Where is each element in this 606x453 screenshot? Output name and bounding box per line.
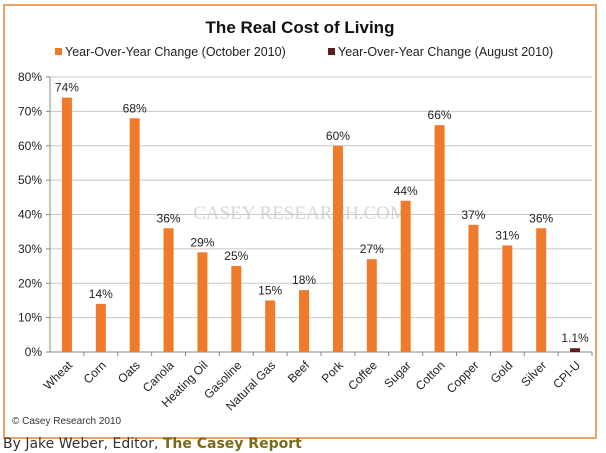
x-tick-label: Silver xyxy=(518,358,549,389)
bar-gasoline xyxy=(231,266,242,352)
data-label: 27% xyxy=(360,242,384,256)
watermark: CASEY RESEARCH.COM xyxy=(193,203,407,224)
data-label: 18% xyxy=(292,273,316,287)
bar-silver xyxy=(536,228,547,352)
y-tick-label: 50% xyxy=(18,173,42,187)
casey-report-link[interactable]: The Casey Report xyxy=(162,436,302,452)
data-label: 68% xyxy=(123,101,147,115)
y-tick-label: 10% xyxy=(18,311,42,325)
bar-oats xyxy=(129,118,140,352)
bar-gold xyxy=(502,245,513,352)
data-label: 44% xyxy=(394,184,418,198)
bar-copper xyxy=(468,224,479,352)
x-tick-label: Corn xyxy=(81,358,109,386)
x-tick-label: Copper xyxy=(444,358,482,396)
y-tick-label: 0% xyxy=(25,345,43,359)
bar-corn xyxy=(95,303,106,352)
y-tick-label: 80% xyxy=(18,70,42,84)
data-label: 25% xyxy=(224,249,248,263)
x-tick-label: Gold xyxy=(488,358,516,386)
bar-natural-gas xyxy=(265,300,276,352)
bar-beef xyxy=(299,290,310,352)
data-label: 14% xyxy=(89,287,113,301)
data-label: 36% xyxy=(157,211,181,225)
legend-label: Year-Over-Year Change (October 2010) xyxy=(65,45,286,59)
x-tick-label: Oats xyxy=(115,358,143,386)
legend-label: Year-Over-Year Change (August 2010) xyxy=(338,45,553,59)
x-tick-label: Wheat xyxy=(41,358,76,393)
bar-pork xyxy=(332,145,343,352)
copyright: © Casey Research 2010 xyxy=(12,416,122,427)
data-label: 15% xyxy=(258,283,282,297)
x-tick-label: Beef xyxy=(285,358,313,386)
bar-canola xyxy=(163,228,174,352)
data-label: 29% xyxy=(190,235,214,249)
bar-cotton xyxy=(434,125,445,352)
bar-sugar xyxy=(400,200,411,352)
x-tick-label: Pork xyxy=(319,358,347,386)
y-tick-label: 20% xyxy=(18,276,42,290)
data-label: 37% xyxy=(461,208,485,222)
data-label: 60% xyxy=(326,129,350,143)
y-tick-label: 70% xyxy=(18,104,42,118)
bar-wheat xyxy=(61,97,72,352)
bar-heating-oil xyxy=(197,252,208,352)
data-label: 31% xyxy=(495,228,519,242)
legend-swatch xyxy=(328,48,335,55)
legend-swatch xyxy=(55,48,62,55)
bar-coffee xyxy=(366,259,377,352)
byline-text: By Jake Weber, Editor, xyxy=(3,436,163,452)
x-tick-label: Sugar xyxy=(381,358,414,391)
y-tick-label: 40% xyxy=(18,208,42,222)
bar-cpi-u xyxy=(570,348,581,352)
chart-frame: The Real Cost of Living Year-Over-Year Ch… xyxy=(3,4,597,439)
data-label: 74% xyxy=(55,81,79,95)
y-tick-label: 60% xyxy=(18,139,42,153)
data-label: 1.1% xyxy=(561,331,589,345)
bar-chart: The Real Cost of Living Year-Over-Year Ch… xyxy=(12,18,593,427)
x-tick-label: CPI-U xyxy=(550,358,583,391)
data-label: 66% xyxy=(428,108,452,122)
x-tick-label: Cotton xyxy=(413,358,448,393)
x-tick-label: Coffee xyxy=(345,358,380,393)
byline: By Jake Weber, Editor, The Casey Report xyxy=(3,436,302,452)
data-label: 36% xyxy=(529,211,553,225)
y-tick-label: 30% xyxy=(18,242,42,256)
chart-title: The Real Cost of Living xyxy=(206,18,395,37)
